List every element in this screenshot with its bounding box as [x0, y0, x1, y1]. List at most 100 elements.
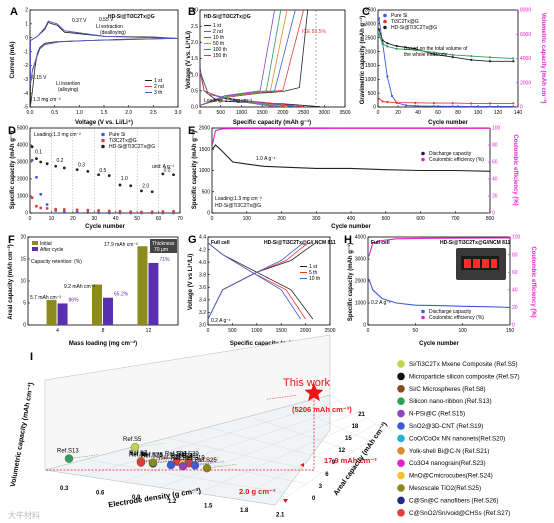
b-ytick-label: 2.0	[191, 40, 198, 46]
e-legend-marker	[421, 151, 425, 156]
f-xtick-label: 4	[56, 328, 59, 334]
h-xtick-label: 150	[506, 328, 515, 334]
d-legend-label: HD-Si@Ti3C2Tx@G	[109, 144, 155, 150]
f-legend-marker	[32, 247, 38, 251]
e-xtick-label: 600	[416, 216, 425, 222]
data-point-d	[140, 210, 143, 214]
a-xtick-label: 3.0	[175, 110, 182, 116]
data-point-i	[178, 462, 188, 471]
retention-label-f: 71%	[159, 257, 170, 263]
led-digit-2	[473, 259, 480, 268]
drop-line-i	[182, 461, 214, 467]
g-xtick-label: 2500	[324, 328, 335, 334]
b-legend-label: 10 th	[213, 35, 224, 41]
e-xtick-label: 200	[277, 216, 286, 222]
b-ytick-label: 1.5	[191, 56, 198, 62]
panel-g: G 0 500 1000 1500 2000 2500 3.0 3.2 3.4 3.6 3.8 4.0…	[187, 234, 336, 347]
data-point-c	[414, 101, 417, 104]
a-ytick-label: 1	[25, 22, 28, 28]
data-point-d	[35, 204, 38, 208]
data-point-c	[414, 104, 417, 107]
annot-h-rate: 0.2 A g⁻¹	[371, 300, 391, 306]
floor-grid-i	[159, 412, 358, 488]
panel-d: D 0 10 20 30 40 50 60 70 0 1000 2000 3000 4000 5000 0.…	[8, 125, 183, 230]
chart-g-marks: 0 500 1000 1500 2000 2500 3.0 3.2 3.4 3.6 3.8 4.0 4.…	[199, 235, 336, 334]
ref-label-i: Ref.S23	[165, 452, 187, 458]
floor-grid-i	[44, 394, 331, 471]
data-point-d	[150, 210, 154, 214]
i-xtick-label: 2.1	[276, 512, 285, 518]
b-legend-label: 1 st	[213, 23, 222, 29]
data-point-c	[512, 60, 515, 63]
data-point-d	[107, 174, 111, 178]
density-marker-i	[283, 499, 288, 503]
ref-label-i: Ref.S13	[57, 449, 79, 455]
e-ytick-label: 500	[202, 189, 211, 195]
panel-label-a: A	[10, 6, 18, 18]
data-point-d	[62, 208, 66, 211]
series-discharge-g	[207, 242, 302, 320]
e-xtick-label: 100	[243, 216, 252, 222]
bar-f	[137, 246, 148, 325]
a-xtick-label: 2.5	[150, 110, 157, 116]
ref-label-i: Ref.S26	[159, 455, 181, 461]
data-point-c	[395, 101, 398, 104]
d-legend-marker	[101, 144, 105, 149]
g-ytick-label: 3.8	[199, 272, 206, 278]
annot-c-note2: the whole electrode	[404, 52, 448, 58]
series-discharge-g	[207, 242, 314, 320]
b-xtick-label: 3500	[339, 110, 350, 116]
h-legend-label: Discharge capacity	[429, 309, 472, 315]
a-legend-label: 2 nd	[154, 84, 164, 90]
data-point-c	[381, 100, 384, 103]
data-point-c	[377, 17, 381, 20]
i-legend-marker	[397, 434, 405, 443]
rate-label-d: 2.0	[142, 184, 149, 190]
plot-area-d	[29, 127, 181, 214]
g-xtick-label: 2000	[300, 328, 311, 334]
data-point-c	[432, 105, 436, 108]
panel-h: H 0 50 100 15001000200030004000020406080100…	[344, 234, 536, 347]
i-ztick-label: 6	[325, 472, 329, 478]
b-xtick-label: 3000	[319, 110, 330, 116]
data-point-c	[386, 42, 389, 45]
i-legend-marker	[397, 360, 405, 368]
a-ytick-label: -1	[24, 49, 29, 55]
e-ytick-label: 2000	[199, 126, 210, 132]
f-xtick-label: 8	[102, 328, 105, 334]
data-point-d	[35, 157, 38, 161]
data-point-c	[470, 102, 473, 105]
floor-grid-i	[85, 459, 291, 495]
c-legend-marker	[383, 25, 387, 30]
data-point-d	[86, 208, 90, 212]
i-xtick-label: 0.9	[132, 495, 141, 501]
c-ytick-label: 2500	[365, 35, 376, 41]
title-b: HD-Si@Ti3C2Tx@G	[204, 14, 251, 20]
b-xtick-label: 2000	[277, 110, 288, 116]
b-xtick-label: 1500	[257, 110, 268, 116]
subtitle-g: HD-Si@Ti3C2Tx@G// NCM 811	[264, 240, 336, 246]
data-point-i	[202, 464, 212, 473]
a-ytick-label: -2	[24, 63, 29, 69]
e-y2tick-label: 20	[492, 194, 498, 200]
data-point-d	[129, 210, 133, 214]
e-ytick-label: 0	[207, 211, 210, 217]
b-ytick-label: 0.5	[191, 89, 198, 95]
retention-label-f: 86%	[69, 297, 80, 303]
xlabel-b: Specific capacity (mAh g⁻¹)	[233, 119, 311, 126]
c-ytick-label: 3500	[365, 8, 376, 14]
data-point-c	[488, 102, 492, 105]
g-ytick-label: 3.0	[199, 323, 206, 329]
c-xtick-label: 0	[377, 110, 380, 116]
i-legend-label: Microparticle silicon composite (Ref.S7)	[409, 373, 520, 380]
annot-a-055: 0.55 V	[99, 17, 114, 23]
chart-d-marks: 0 10 20 30 40 50 60 70 0 1000 2000 3000 4000 5000 0.1 0…	[17, 126, 183, 222]
d-ytick-label: 4000	[17, 143, 28, 149]
floor-grid-i	[198, 418, 367, 494]
floor-grid-i	[83, 400, 340, 476]
data-point-c	[470, 54, 473, 58]
g-ytick-label: 4.2	[199, 247, 206, 253]
f-ytick-label: 15	[20, 257, 26, 263]
data-point-d	[86, 211, 90, 214]
rate-label-d: 0.2	[164, 167, 171, 173]
